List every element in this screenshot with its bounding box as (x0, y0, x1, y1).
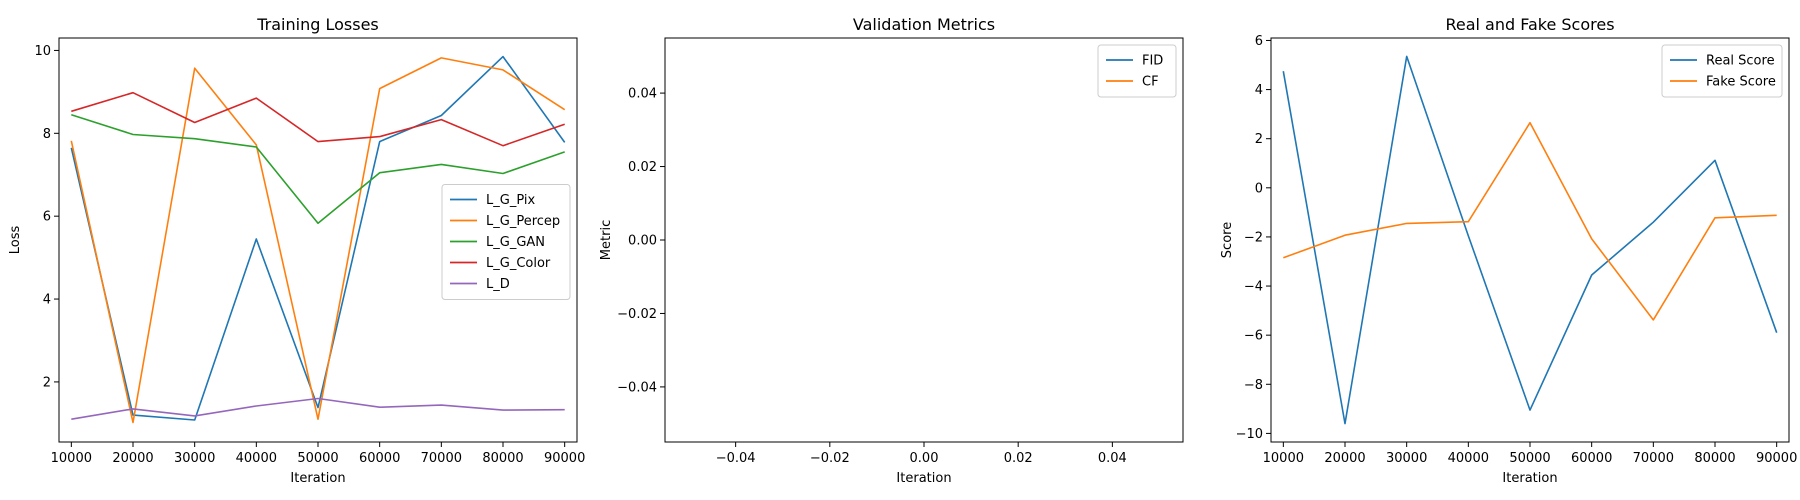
chart-title: Training Losses (256, 15, 379, 34)
y-axis-label: Loss (8, 226, 23, 255)
x-tick-label: 20000 (1324, 451, 1365, 466)
series-line-l-g-pix (70, 55, 566, 421)
x-tick-label: 0.04 (1098, 451, 1127, 466)
legend-label: L_G_Color (486, 256, 551, 271)
chart-title: Real and Fake Scores (1445, 15, 1614, 34)
y-tick-label: 10 (34, 44, 51, 59)
y-tick-label: 6 (43, 210, 51, 225)
legend-box (1097, 44, 1177, 98)
y-tick-label: 4 (1255, 83, 1263, 98)
series-line-real-score (1282, 55, 1778, 425)
legend-label: Fake Score (1706, 75, 1776, 90)
series-line-fake-score (1283, 121, 1777, 321)
legend-label: L_G_Percep (486, 214, 560, 229)
axes-frame (664, 37, 1184, 443)
axes-frame (1270, 37, 1790, 443)
y-tick-label: 2 (1255, 132, 1263, 147)
subplot-1: Training Losses 10000 20000 30000 40000 50000… (8, 15, 585, 486)
y-tick-label: 4 (43, 293, 51, 308)
y-tick-label: 0.02 (628, 160, 657, 175)
x-axis-label: Iteration (896, 471, 951, 486)
legend-label: L_G_GAN (486, 235, 545, 250)
x-tick-label: 70000 (421, 451, 462, 466)
legend: L_G_Pix L_G_Percep L_G_GAN L_G_Color L_D (441, 184, 571, 300)
x-tick-label: 20000 (112, 451, 153, 466)
legend-label: Real Score (1706, 54, 1775, 69)
y-tick-label: −0.04 (617, 380, 657, 395)
x-tick-label: 30000 (174, 451, 215, 466)
x-tick-label: −0.04 (716, 451, 756, 466)
x-tick-label: 60000 (1571, 451, 1612, 466)
legend-label: L_G_Pix (486, 193, 535, 208)
x-axis-label: Iteration (290, 471, 345, 486)
x-tick-label: 40000 (236, 451, 277, 466)
legend-label: FID (1142, 54, 1163, 69)
y-tick-label: 8 (43, 127, 51, 142)
y-tick-label: 6 (1255, 34, 1263, 49)
chart-title: Validation Metrics (853, 15, 995, 34)
y-tick-label: −6 (1244, 329, 1263, 344)
y-axis-label: Metric (599, 220, 614, 260)
x-tick-label: 0.02 (1004, 451, 1033, 466)
y-tick-label: 0 (1255, 181, 1263, 196)
x-tick-label: 70000 (1633, 451, 1674, 466)
y-tick-label: −4 (1244, 280, 1263, 295)
x-tick-label: 80000 (482, 451, 523, 466)
x-tick-label: 10000 (1263, 451, 1304, 466)
y-tick-label: 2 (43, 375, 51, 390)
y-tick-label: −0.02 (617, 307, 657, 322)
x-tick-label: 40000 (1448, 451, 1489, 466)
x-tick-label: 80000 (1694, 451, 1735, 466)
x-tick-label: 50000 (297, 451, 338, 466)
subplot-2: Validation Metrics −0.04 −0.02 0.00 0.02 0.04… (599, 15, 1184, 486)
x-tick-label: 90000 (544, 451, 585, 466)
y-tick-label: −2 (1244, 230, 1263, 245)
subplot-3: Real and Fake Scores 10000 20000 30000 40000… (1220, 15, 1797, 486)
x-tick-label: 0.00 (910, 451, 939, 466)
series-line-l-g-gan (71, 113, 565, 224)
x-tick-label: −0.02 (810, 451, 850, 466)
x-tick-label: 10000 (51, 451, 92, 466)
series-line-l-g-color (71, 91, 565, 147)
y-tick-label: 0.00 (628, 234, 657, 249)
y-tick-label: 0.04 (628, 87, 657, 102)
x-axis-label: Iteration (1502, 471, 1557, 486)
x-tick-label: 60000 (359, 451, 400, 466)
legend-label: L_D (486, 277, 510, 292)
x-tick-label: 90000 (1756, 451, 1797, 466)
x-tick-label: 30000 (1386, 451, 1427, 466)
legend-box (1661, 44, 1783, 98)
legend-box (441, 184, 571, 300)
series-line-l-g-percep (70, 57, 566, 424)
y-tick-label: −10 (1236, 427, 1263, 442)
x-tick-label: 50000 (1509, 451, 1550, 466)
y-axis-label: Score (1220, 222, 1235, 258)
legend-label: CF (1142, 75, 1159, 90)
legend: Real Score Fake Score (1661, 44, 1783, 98)
series-line-l-d (71, 397, 565, 420)
y-tick-label: −8 (1244, 378, 1263, 393)
legend: FID CF (1097, 44, 1177, 98)
